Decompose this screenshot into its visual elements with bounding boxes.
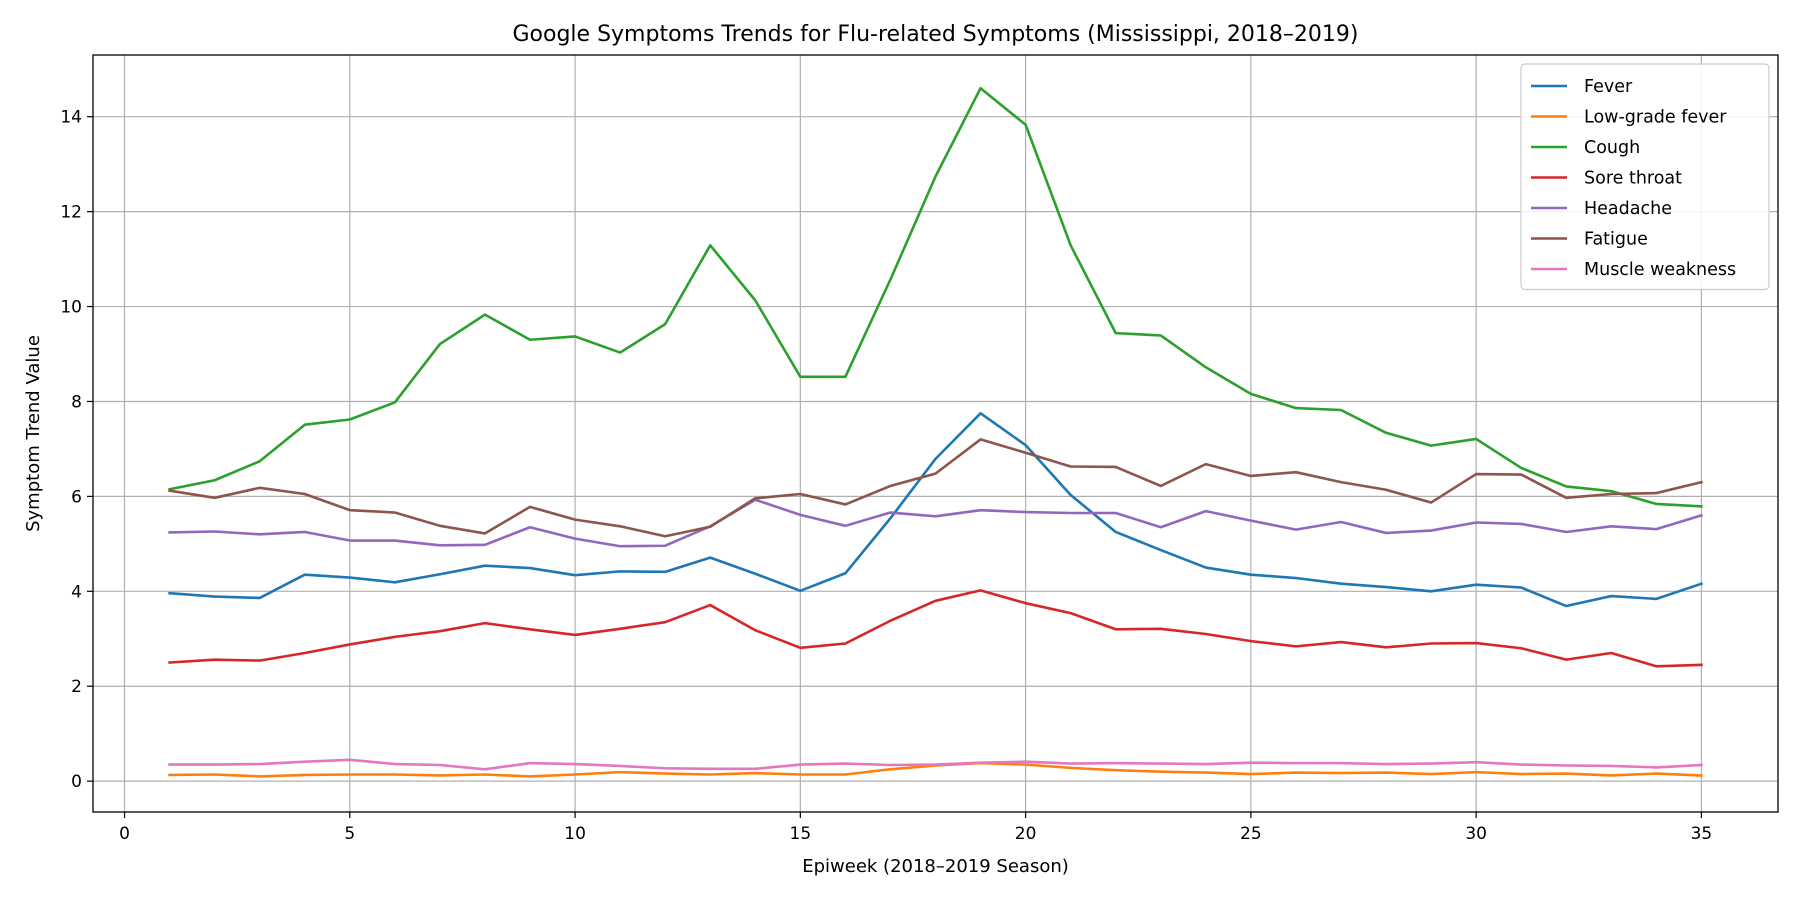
y-tick-label: 4 (71, 582, 82, 602)
x-tick-label: 20 (1015, 824, 1037, 844)
series-line-muscle-weakness (168, 758, 1703, 771)
x-tick-label: 5 (344, 824, 355, 844)
legend-label-low-grade-fever: Low-grade fever (1584, 108, 1727, 128)
series-line-fever (168, 412, 1704, 608)
plot-frame (92, 54, 1779, 813)
x-tick-label: 30 (1465, 824, 1487, 844)
legend-label-sore-throat: Sore throat (1584, 169, 1682, 189)
y-tick-label: 0 (71, 772, 82, 792)
series-lines (168, 86, 1704, 778)
legend-label-fatigue: Fatigue (1584, 230, 1648, 250)
y-tick-label: 8 (71, 392, 82, 412)
legend-label-muscle-weakness: Muscle weakness (1584, 260, 1736, 280)
y-tick-label: 6 (71, 487, 82, 507)
series-line-headache (168, 498, 1704, 548)
legend-box (1520, 63, 1770, 291)
y-tick-label: 10 (60, 298, 82, 318)
axis-ticks: 0 5 10 15 20 25 30 35 0 2 4 6 8 10 12 14 (60, 108, 1712, 844)
series-line-fatigue (168, 438, 1703, 538)
x-tick-label: 35 (1691, 824, 1713, 844)
legend: Fever Low-grade fever Cough Sore throat Head… (1520, 63, 1770, 291)
series-line-sore-throat (168, 589, 1703, 668)
chart-title: Google Symptoms Trends for Flu-related S… (513, 22, 1359, 47)
legend-label-cough: Cough (1584, 138, 1640, 158)
x-tick-label: 10 (564, 824, 586, 844)
y-tick-label: 14 (60, 108, 82, 128)
x-tick-label: 0 (119, 824, 130, 844)
legend-label-headache: Headache (1584, 199, 1672, 219)
x-axis-label: Epiweek (2018–2019 Season) (802, 856, 1069, 877)
x-tick-label: 25 (1240, 824, 1262, 844)
y-tick-label: 12 (60, 203, 82, 223)
y-tick-label: 2 (71, 677, 82, 697)
y-axis-label: Symptom Trend Value (23, 335, 44, 532)
legend-label-fever: Fever (1584, 77, 1633, 97)
series-line-cough (168, 86, 1703, 508)
x-tick-label: 15 (790, 824, 812, 844)
